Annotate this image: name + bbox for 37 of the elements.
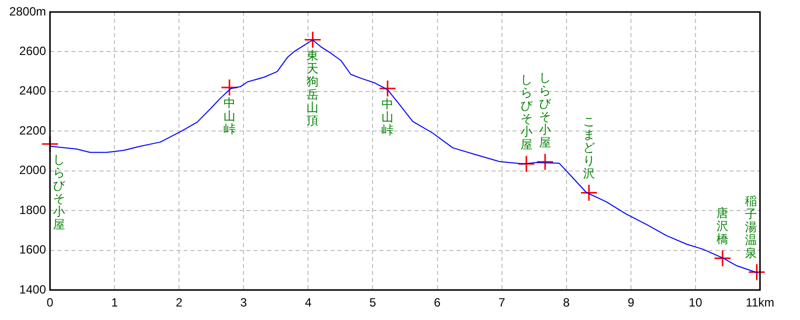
- annotation: 中山峠: [223, 96, 236, 136]
- y-tick-label: 1800: [19, 202, 46, 217]
- annotation: しらびそ小屋: [539, 70, 552, 150]
- y-tick-label: 2400: [19, 84, 46, 98]
- x-tick-label: 9: [628, 296, 635, 310]
- x-tick-label: 6: [434, 296, 441, 310]
- annotation: こまどり沢: [582, 114, 595, 180]
- y-tick-label: 2200: [19, 123, 46, 138]
- x-tick-label: 11km: [746, 296, 774, 310]
- x-tick-label: 8: [563, 296, 570, 310]
- point: [518, 155, 536, 173]
- x-tick-label: 3: [240, 296, 248, 310]
- x-tick-label: 1: [111, 296, 118, 310]
- y-tick-label: 2600: [19, 44, 46, 58]
- x-tick-label: 2: [176, 296, 183, 310]
- x-tick-label: 0: [46, 296, 54, 310]
- annotation: しらびそ小屋: [520, 72, 534, 152]
- y-tick-label: 1400: [19, 282, 46, 296]
- y-tick-label: 2000: [19, 163, 46, 178]
- annotation: 稲子湯温泉: [745, 194, 757, 260]
- x-tick-label: 10: [688, 296, 702, 310]
- y-tick-label: 2800m: [9, 4, 46, 18]
- x-tick-label: 7: [498, 296, 506, 310]
- point: [378, 80, 396, 98]
- point: [304, 31, 322, 49]
- point: [748, 263, 766, 281]
- point: [580, 184, 598, 202]
- y-tick-label: 1600: [19, 242, 46, 257]
- annotation: 唐沢橋: [716, 206, 729, 246]
- point: [714, 249, 732, 267]
- annotation: 東天狗岳山頂: [306, 48, 319, 128]
- annotation: しらびそ小屋: [53, 152, 66, 232]
- point: [220, 78, 238, 96]
- point: [536, 153, 554, 171]
- annotation: 中山峠: [382, 97, 394, 138]
- x-tick-label: 5: [369, 296, 376, 310]
- x-tick-label: 4: [304, 296, 312, 310]
